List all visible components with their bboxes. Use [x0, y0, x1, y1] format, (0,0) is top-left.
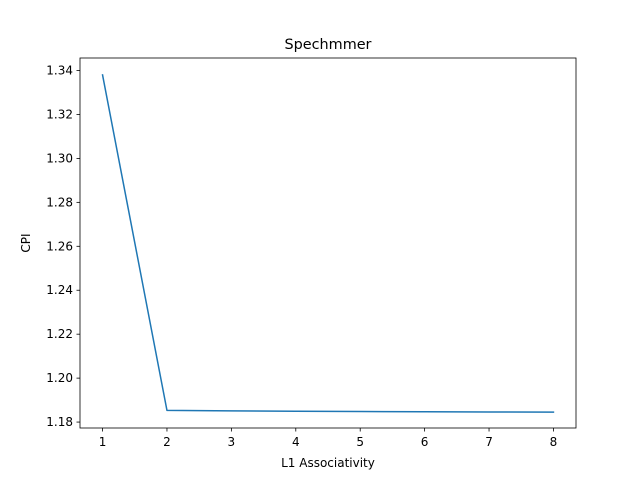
x-tick-label: 7 [485, 435, 493, 449]
x-axis-label: L1 Associativity [281, 456, 375, 470]
y-tick-label: 1.26 [46, 239, 73, 253]
y-tick-label: 1.20 [46, 371, 73, 385]
x-tick-label: 2 [163, 435, 171, 449]
x-tick-label: 4 [292, 435, 300, 449]
x-tick-label: 1 [99, 435, 107, 449]
y-axis-ticks: 1.18 1.20 1.22 1.24 1.26 1.28 1.30 1.32 1.34 [46, 64, 80, 429]
y-tick-label: 1.18 [46, 415, 73, 429]
y-tick-label: 1.32 [46, 107, 73, 121]
plot-area [80, 58, 576, 428]
chart-title: Spechmmer [285, 37, 372, 53]
y-axis-label: CPI [19, 233, 33, 252]
x-tick-label: 8 [550, 435, 558, 449]
y-tick-label: 1.24 [46, 283, 73, 297]
y-tick-label: 1.30 [46, 151, 73, 165]
series-line-cpi [101, 74, 555, 413]
y-tick-label: 1.22 [46, 327, 73, 341]
x-tick-label: 6 [421, 435, 429, 449]
y-tick-label: 1.28 [46, 195, 73, 209]
plot-frame [79, 57, 577, 429]
x-tick-label: 3 [228, 435, 236, 449]
x-tick-label: 5 [356, 435, 364, 449]
series-layer [101, 74, 555, 413]
y-tick-label: 1.34 [46, 64, 73, 78]
x-axis-ticks: 1 2 3 4 5 6 7 8 [99, 428, 558, 449]
